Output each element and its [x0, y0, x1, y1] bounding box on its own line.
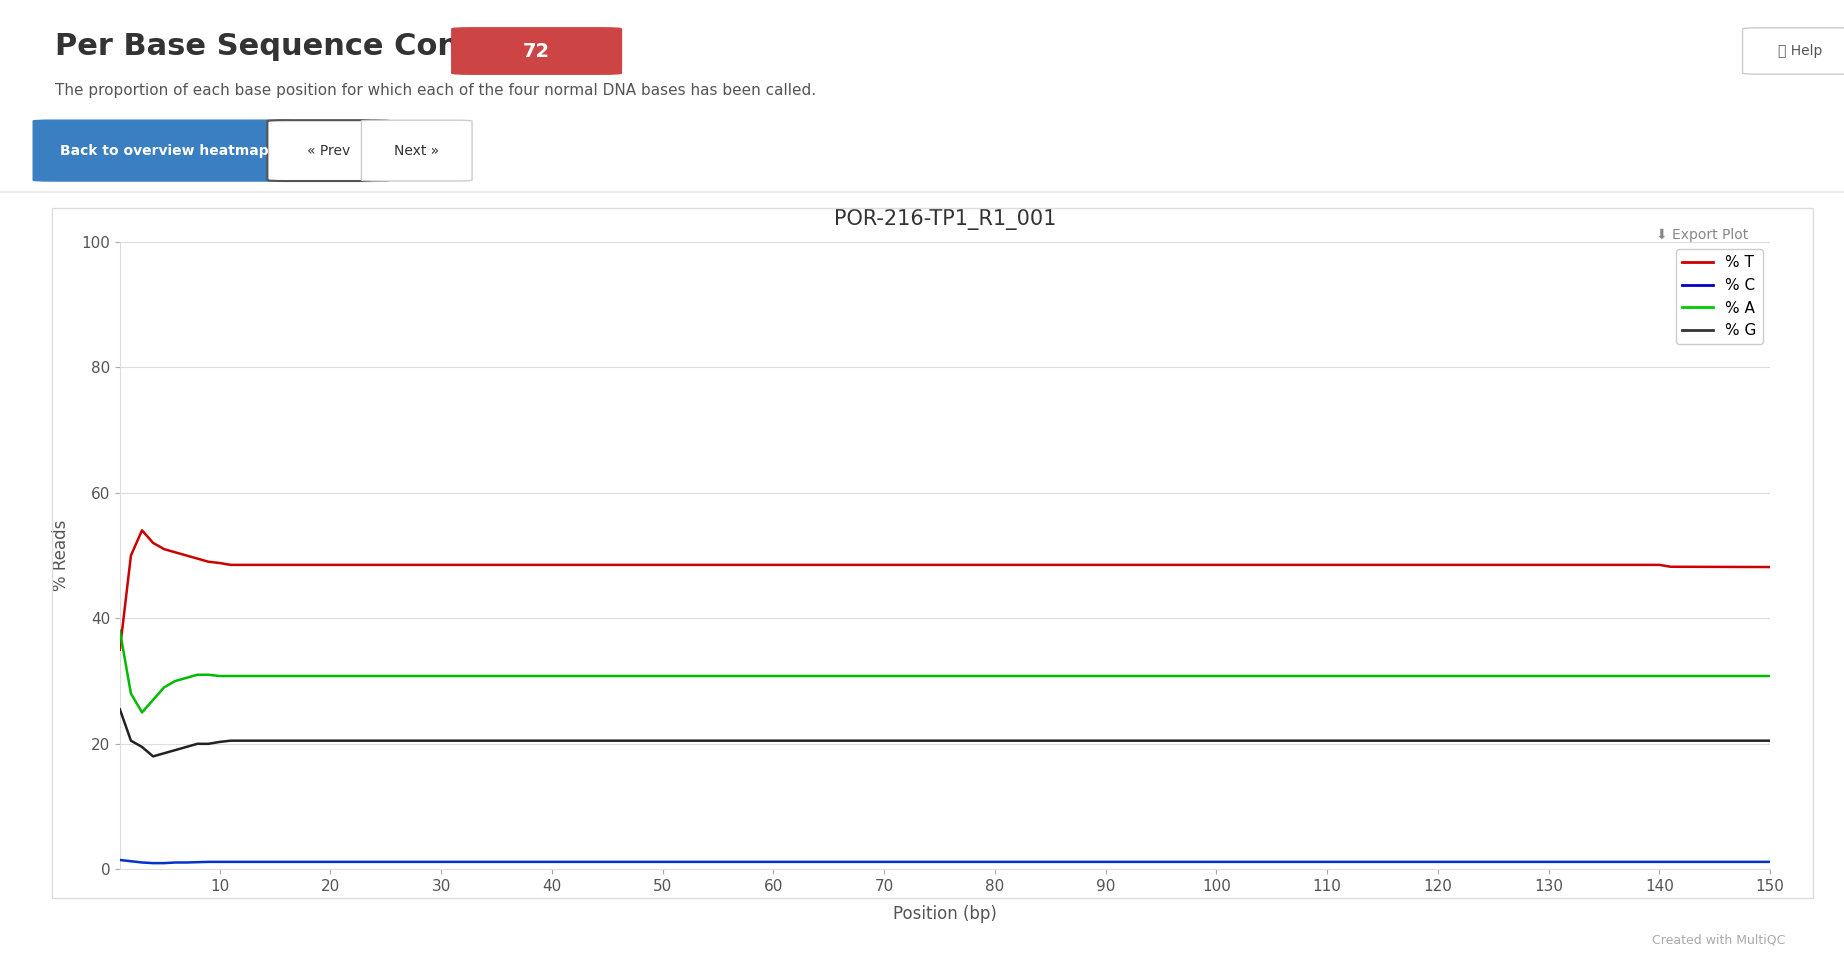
% G	[142, 751, 164, 762]
% T	[109, 643, 131, 655]
Line: % A: % A	[120, 631, 1770, 713]
% G	[662, 735, 684, 747]
FancyBboxPatch shape	[1743, 28, 1844, 74]
% A	[985, 670, 1007, 682]
Legend: % T, % C, % A, % G: % T, % C, % A, % G	[1676, 249, 1763, 344]
% C	[1483, 856, 1505, 867]
FancyBboxPatch shape	[361, 120, 472, 181]
% T	[773, 559, 795, 571]
% G	[1051, 735, 1073, 747]
Text: The proportion of each base position for which each of the four normal DNA bases: The proportion of each base position for…	[55, 83, 817, 98]
Line: % G: % G	[120, 709, 1770, 756]
% A	[773, 670, 795, 682]
Line: % C: % C	[120, 860, 1770, 864]
% G	[985, 735, 1007, 747]
X-axis label: Position (bp): Position (bp)	[892, 905, 998, 923]
% T	[1759, 561, 1781, 573]
% G	[1261, 735, 1283, 747]
Bar	[0, 191, 1844, 193]
% C	[985, 856, 1007, 867]
FancyBboxPatch shape	[33, 120, 295, 181]
% A	[109, 625, 131, 637]
Text: Back to overview heatmap: Back to overview heatmap	[59, 144, 269, 157]
% C	[662, 856, 684, 867]
% T	[662, 559, 684, 571]
% T	[1483, 559, 1505, 571]
% A	[662, 670, 684, 682]
Title: POR-216-TP1_R1_001: POR-216-TP1_R1_001	[833, 209, 1057, 230]
Text: Per Base Sequence Content: Per Base Sequence Content	[55, 33, 531, 62]
% A	[1483, 670, 1505, 682]
Y-axis label: % Reads: % Reads	[52, 520, 70, 591]
Text: Next »: Next »	[395, 144, 439, 157]
FancyBboxPatch shape	[267, 120, 389, 181]
Line: % T: % T	[120, 530, 1770, 649]
% G	[773, 735, 795, 747]
% G	[1483, 735, 1505, 747]
% A	[1051, 670, 1073, 682]
% C	[1051, 856, 1073, 867]
% C	[1759, 856, 1781, 867]
% G	[1759, 735, 1781, 747]
% C	[142, 858, 164, 869]
Text: ❓ Help: ❓ Help	[1778, 44, 1822, 58]
Text: « Prev: « Prev	[306, 144, 350, 157]
% C	[773, 856, 795, 867]
% C	[109, 854, 131, 866]
% A	[131, 707, 153, 719]
% T	[1051, 559, 1073, 571]
% T	[1261, 559, 1283, 571]
FancyBboxPatch shape	[452, 28, 621, 74]
Text: ⬇ Export Plot: ⬇ Export Plot	[1656, 228, 1748, 242]
% C	[1261, 856, 1283, 867]
% G	[109, 703, 131, 715]
% A	[1261, 670, 1283, 682]
% A	[1759, 670, 1781, 682]
% T	[131, 525, 153, 536]
Text: 72: 72	[524, 42, 550, 61]
% T	[985, 559, 1007, 571]
Text: Created with MultiQC: Created with MultiQC	[1652, 934, 1785, 947]
